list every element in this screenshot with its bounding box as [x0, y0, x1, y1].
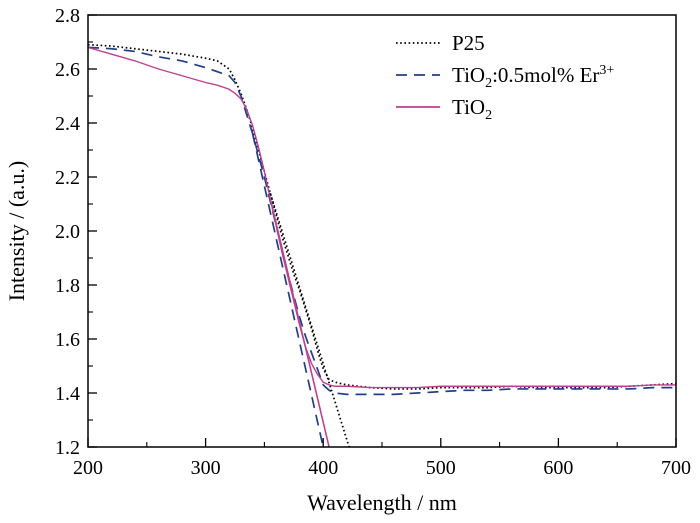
x-tick-label: 600: [543, 457, 573, 479]
series-line-tio2: [88, 46, 676, 389]
y-tick-label: 1.2: [55, 437, 80, 459]
y-tick-label: 1.8: [55, 275, 80, 297]
y-tick-label: 2.0: [55, 221, 80, 243]
y-tick-label: 2.6: [55, 59, 80, 81]
x-tick-label: 200: [73, 457, 103, 479]
series-line-p25: [88, 43, 676, 390]
ticks-layer: 200 300 400 500 600 700 1.2 1.4 1.6 1.8 2.0 2.2 2.4 2…: [55, 5, 691, 479]
tangent-line-p25: [269, 192, 350, 447]
y-axis-label: Intensity / (a.u.): [4, 161, 29, 302]
series-line-tio2-0-5mol-er3: [88, 46, 676, 396]
x-tick-label: 300: [191, 457, 221, 479]
x-axis-label: Wavelength / nm: [307, 490, 457, 515]
series-layer: [88, 43, 676, 447]
y-tick-label: 1.4: [55, 383, 80, 405]
x-tick-label: 500: [426, 457, 456, 479]
y-tick-label: 2.4: [55, 113, 80, 135]
y-tick-label: 1.6: [55, 329, 80, 351]
legend-label-tio2-0-5mol-er3: TiO2:0.5mol% Er3+: [452, 63, 614, 91]
legend-label-p25: P25: [452, 31, 485, 55]
x-tick-label: 400: [308, 457, 338, 479]
tangent-line-tio2-0-5mol-er3: [251, 133, 325, 447]
y-tick-label: 2.8: [55, 5, 80, 27]
legend: P25 TiO2:0.5mol% Er3+ TiO2: [396, 31, 614, 123]
legend-label-tio2: TiO2: [452, 95, 492, 123]
y-tick-label: 2.2: [55, 167, 80, 189]
x-tick-label: 700: [661, 457, 691, 479]
tangent-line-tio2: [269, 198, 330, 447]
